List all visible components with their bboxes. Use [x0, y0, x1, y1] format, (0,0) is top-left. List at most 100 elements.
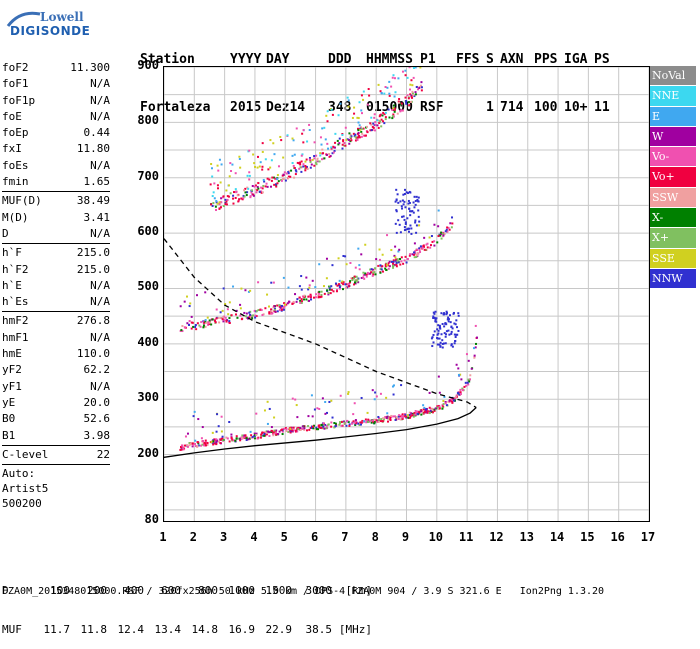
echo-point [259, 161, 262, 164]
echo-point [305, 166, 308, 169]
x-tick-label: 15 [580, 530, 595, 544]
echo-point [419, 410, 422, 413]
echo-point [374, 267, 377, 270]
echo-point [309, 296, 312, 299]
echo-point [413, 413, 416, 416]
echo-point [358, 101, 361, 104]
echo-point [361, 421, 364, 424]
echo-point [451, 222, 454, 225]
echo-point [217, 425, 220, 428]
echo-point [367, 418, 370, 421]
echo-point [330, 288, 333, 291]
echo-point [374, 129, 377, 132]
echo-point [224, 198, 227, 201]
echo-point [286, 302, 289, 305]
echo-point [296, 161, 299, 164]
echo-point [383, 113, 386, 116]
echo-point [401, 109, 404, 112]
echo-point [230, 169, 233, 172]
echo-point [226, 198, 229, 201]
echo-point [300, 298, 303, 301]
echo-point [280, 309, 283, 312]
distance-value: 400 [124, 584, 144, 597]
echo-point [238, 155, 241, 158]
echo-point [404, 221, 407, 224]
echo-point [353, 106, 356, 109]
echo-point [276, 174, 279, 177]
echo-point [418, 224, 421, 227]
echo-point [441, 407, 444, 410]
echo-point [307, 425, 310, 428]
echo-point [342, 139, 345, 142]
echo-point [442, 400, 445, 403]
echo-point [387, 267, 390, 270]
param-divider [2, 311, 110, 313]
echo-point [359, 127, 362, 130]
header-column-3: DDD [328, 52, 352, 67]
echo-point [273, 307, 276, 310]
echo-point [378, 419, 381, 422]
echo-point [291, 162, 294, 165]
echo-point [349, 133, 352, 136]
echo-point [296, 430, 299, 433]
echo-point [326, 411, 329, 414]
logo-text-digisonde: DIGISONDE [10, 24, 91, 38]
echo-point [398, 248, 401, 251]
echo-point [436, 406, 439, 409]
y-tick-label: 400 [137, 334, 159, 349]
echo-point [433, 244, 436, 247]
echo-point [372, 126, 375, 129]
echo-point [294, 398, 297, 401]
echo-point [218, 207, 221, 210]
echo-point [204, 439, 207, 442]
echo-point [340, 424, 343, 427]
echo-point [445, 228, 448, 231]
echo-point [425, 243, 428, 246]
echo-point [402, 215, 405, 218]
echo-point [318, 290, 321, 293]
echo-point [415, 231, 418, 234]
echo-point [360, 396, 363, 399]
echo-point [400, 256, 403, 259]
echo-point [246, 174, 249, 177]
echo-point [388, 265, 391, 268]
echo-point [364, 418, 367, 421]
echo-point [437, 235, 440, 238]
echo-point [225, 189, 228, 192]
echo-point [214, 321, 217, 324]
param-label: h`E [2, 278, 22, 292]
echo-point [357, 127, 360, 130]
echo-point [239, 437, 242, 440]
param-value: N/A [90, 109, 110, 123]
echo-point [303, 427, 306, 430]
echo-point [225, 436, 228, 439]
echo-point [408, 67, 411, 69]
echo-point [395, 265, 398, 268]
echo-point [366, 125, 369, 128]
echo-point [436, 343, 439, 346]
echo-point [418, 411, 421, 414]
param-value: 38.49 [76, 194, 110, 208]
echo-point [210, 441, 213, 444]
echo-point [251, 317, 254, 320]
echo-point [406, 414, 409, 417]
echo-point [445, 330, 448, 333]
echo-point [276, 304, 279, 307]
echo-point [412, 211, 415, 214]
param-label: yF2 [2, 363, 22, 377]
distance-value: 3000 [305, 584, 333, 597]
y-tick-label: 700 [137, 168, 159, 183]
echo-point [300, 170, 303, 173]
param-label: B0 [2, 412, 16, 426]
echo-point [219, 438, 222, 441]
echo-point [316, 159, 319, 162]
header-column-8: AXN [500, 52, 524, 67]
station-header: Station YYYY DAY DDD HHMMSS P1 FFS S AXN PPS IGA PS… [140, 20, 616, 132]
echo-point [384, 263, 387, 266]
echo-point [367, 421, 370, 424]
echo-point [342, 254, 345, 257]
echo-point [328, 155, 331, 158]
echo-point [402, 193, 405, 196]
echo-point [411, 90, 414, 93]
echo-point [228, 175, 231, 178]
